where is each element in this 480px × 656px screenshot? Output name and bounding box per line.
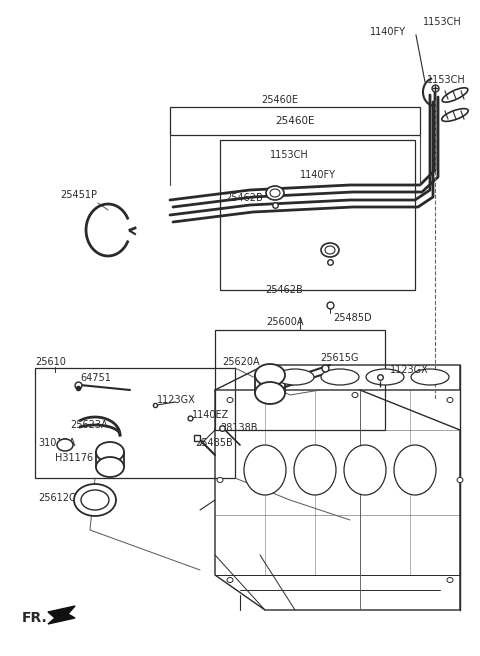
Ellipse shape [442,88,468,102]
Bar [170,107,420,135]
Ellipse shape [325,246,335,254]
Ellipse shape [74,484,116,516]
Ellipse shape [244,445,286,495]
Text: 1153CH: 1153CH [423,17,462,27]
Ellipse shape [457,478,463,483]
Text: 1123GX: 1123GX [390,365,429,375]
Text: 1153CH: 1153CH [427,75,466,85]
Text: 25615G: 25615G [320,353,359,363]
Text: FR.: FR. [22,611,48,625]
Bar [220,140,415,290]
Ellipse shape [447,398,453,403]
Ellipse shape [411,369,449,385]
Ellipse shape [321,243,339,257]
Text: 1140FY: 1140FY [300,170,336,180]
Text: 25462B: 25462B [265,285,303,295]
Text: 1140FY: 1140FY [370,27,406,37]
Text: 25451P: 25451P [60,190,97,200]
Ellipse shape [57,439,73,451]
Ellipse shape [276,369,314,385]
Ellipse shape [352,392,358,398]
Ellipse shape [96,457,124,477]
Text: 25485D: 25485D [333,313,372,323]
Text: 25610: 25610 [35,357,66,367]
Ellipse shape [227,577,233,583]
Bar [35,368,235,478]
Polygon shape [48,606,75,624]
Text: 25460E: 25460E [262,95,299,105]
Text: 1140EZ: 1140EZ [192,410,229,420]
Ellipse shape [366,369,404,385]
Text: 28138B: 28138B [220,423,257,433]
Text: 25620A: 25620A [222,357,260,367]
Text: 25612C: 25612C [38,493,76,503]
Ellipse shape [81,490,109,510]
Ellipse shape [442,109,468,121]
Ellipse shape [255,382,285,404]
Bar [215,330,385,430]
Text: 64751: 64751 [80,373,111,383]
Text: 1123GX: 1123GX [157,395,196,405]
Ellipse shape [321,369,359,385]
Ellipse shape [270,189,280,197]
Ellipse shape [217,478,223,483]
Text: 25600A: 25600A [266,317,304,327]
Ellipse shape [266,186,284,200]
Ellipse shape [344,445,386,495]
Text: H31176: H31176 [55,453,93,463]
Ellipse shape [255,364,285,386]
Text: 25485B: 25485B [195,438,233,448]
Ellipse shape [96,442,124,462]
Text: 25623A: 25623A [70,420,108,430]
Text: 25460E: 25460E [275,116,315,126]
Text: 1153CH: 1153CH [270,150,309,160]
Ellipse shape [447,577,453,583]
Ellipse shape [294,445,336,495]
Ellipse shape [227,398,233,403]
Ellipse shape [394,445,436,495]
Text: 31012A: 31012A [38,438,75,448]
Text: 25462B: 25462B [225,193,263,203]
